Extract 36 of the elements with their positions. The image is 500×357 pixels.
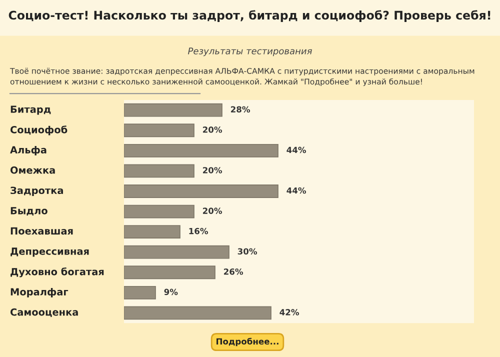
y-tick-label: Поехавшая bbox=[10, 227, 73, 235]
chart-title: Социо-тест! Насколько ты задрот, битард и социофоб? Проверь себя! bbox=[8, 10, 490, 22]
y-tick-label: Моралфаг bbox=[10, 288, 68, 298]
y-tick-label: Самооценка bbox=[10, 308, 78, 317]
y-tick-label: Задротка bbox=[10, 186, 63, 196]
data-label: 26% bbox=[224, 268, 244, 275]
y-tick-label: Депрессивная bbox=[10, 248, 89, 257]
data-label: 30% bbox=[238, 248, 258, 255]
bar bbox=[124, 306, 272, 320]
bar bbox=[124, 245, 230, 259]
data-label: 44% bbox=[286, 187, 306, 194]
data-label: 20% bbox=[202, 208, 222, 214]
data-label: 44% bbox=[286, 146, 306, 154]
y-tick-label: Омежка bbox=[10, 166, 55, 174]
y-tick-label: Битард bbox=[10, 106, 51, 115]
y-tick-label: Быдло bbox=[10, 207, 48, 216]
bar bbox=[124, 286, 156, 300]
y-tick-label: Социофоб bbox=[10, 126, 68, 136]
bar bbox=[124, 103, 222, 117]
data-label: 42% bbox=[280, 309, 300, 316]
data-label: 20% bbox=[202, 167, 222, 174]
bar bbox=[124, 204, 194, 218]
data-label: 9% bbox=[164, 288, 178, 296]
chart-subtitle: Результаты тестирования bbox=[188, 48, 312, 56]
data-label: 20% bbox=[202, 126, 222, 133]
text: Подробнее... bbox=[216, 338, 278, 346]
bar bbox=[124, 225, 180, 239]
bar bbox=[124, 184, 278, 198]
data-label: 16% bbox=[189, 228, 208, 234]
y-tick-label: Духовно богатая bbox=[10, 267, 104, 278]
bar bbox=[124, 164, 194, 178]
bar bbox=[124, 266, 216, 280]
bar bbox=[124, 144, 278, 158]
y-tick-label: Альфа bbox=[10, 146, 46, 156]
bar bbox=[124, 124, 194, 138]
data-label: 28% bbox=[230, 106, 250, 113]
